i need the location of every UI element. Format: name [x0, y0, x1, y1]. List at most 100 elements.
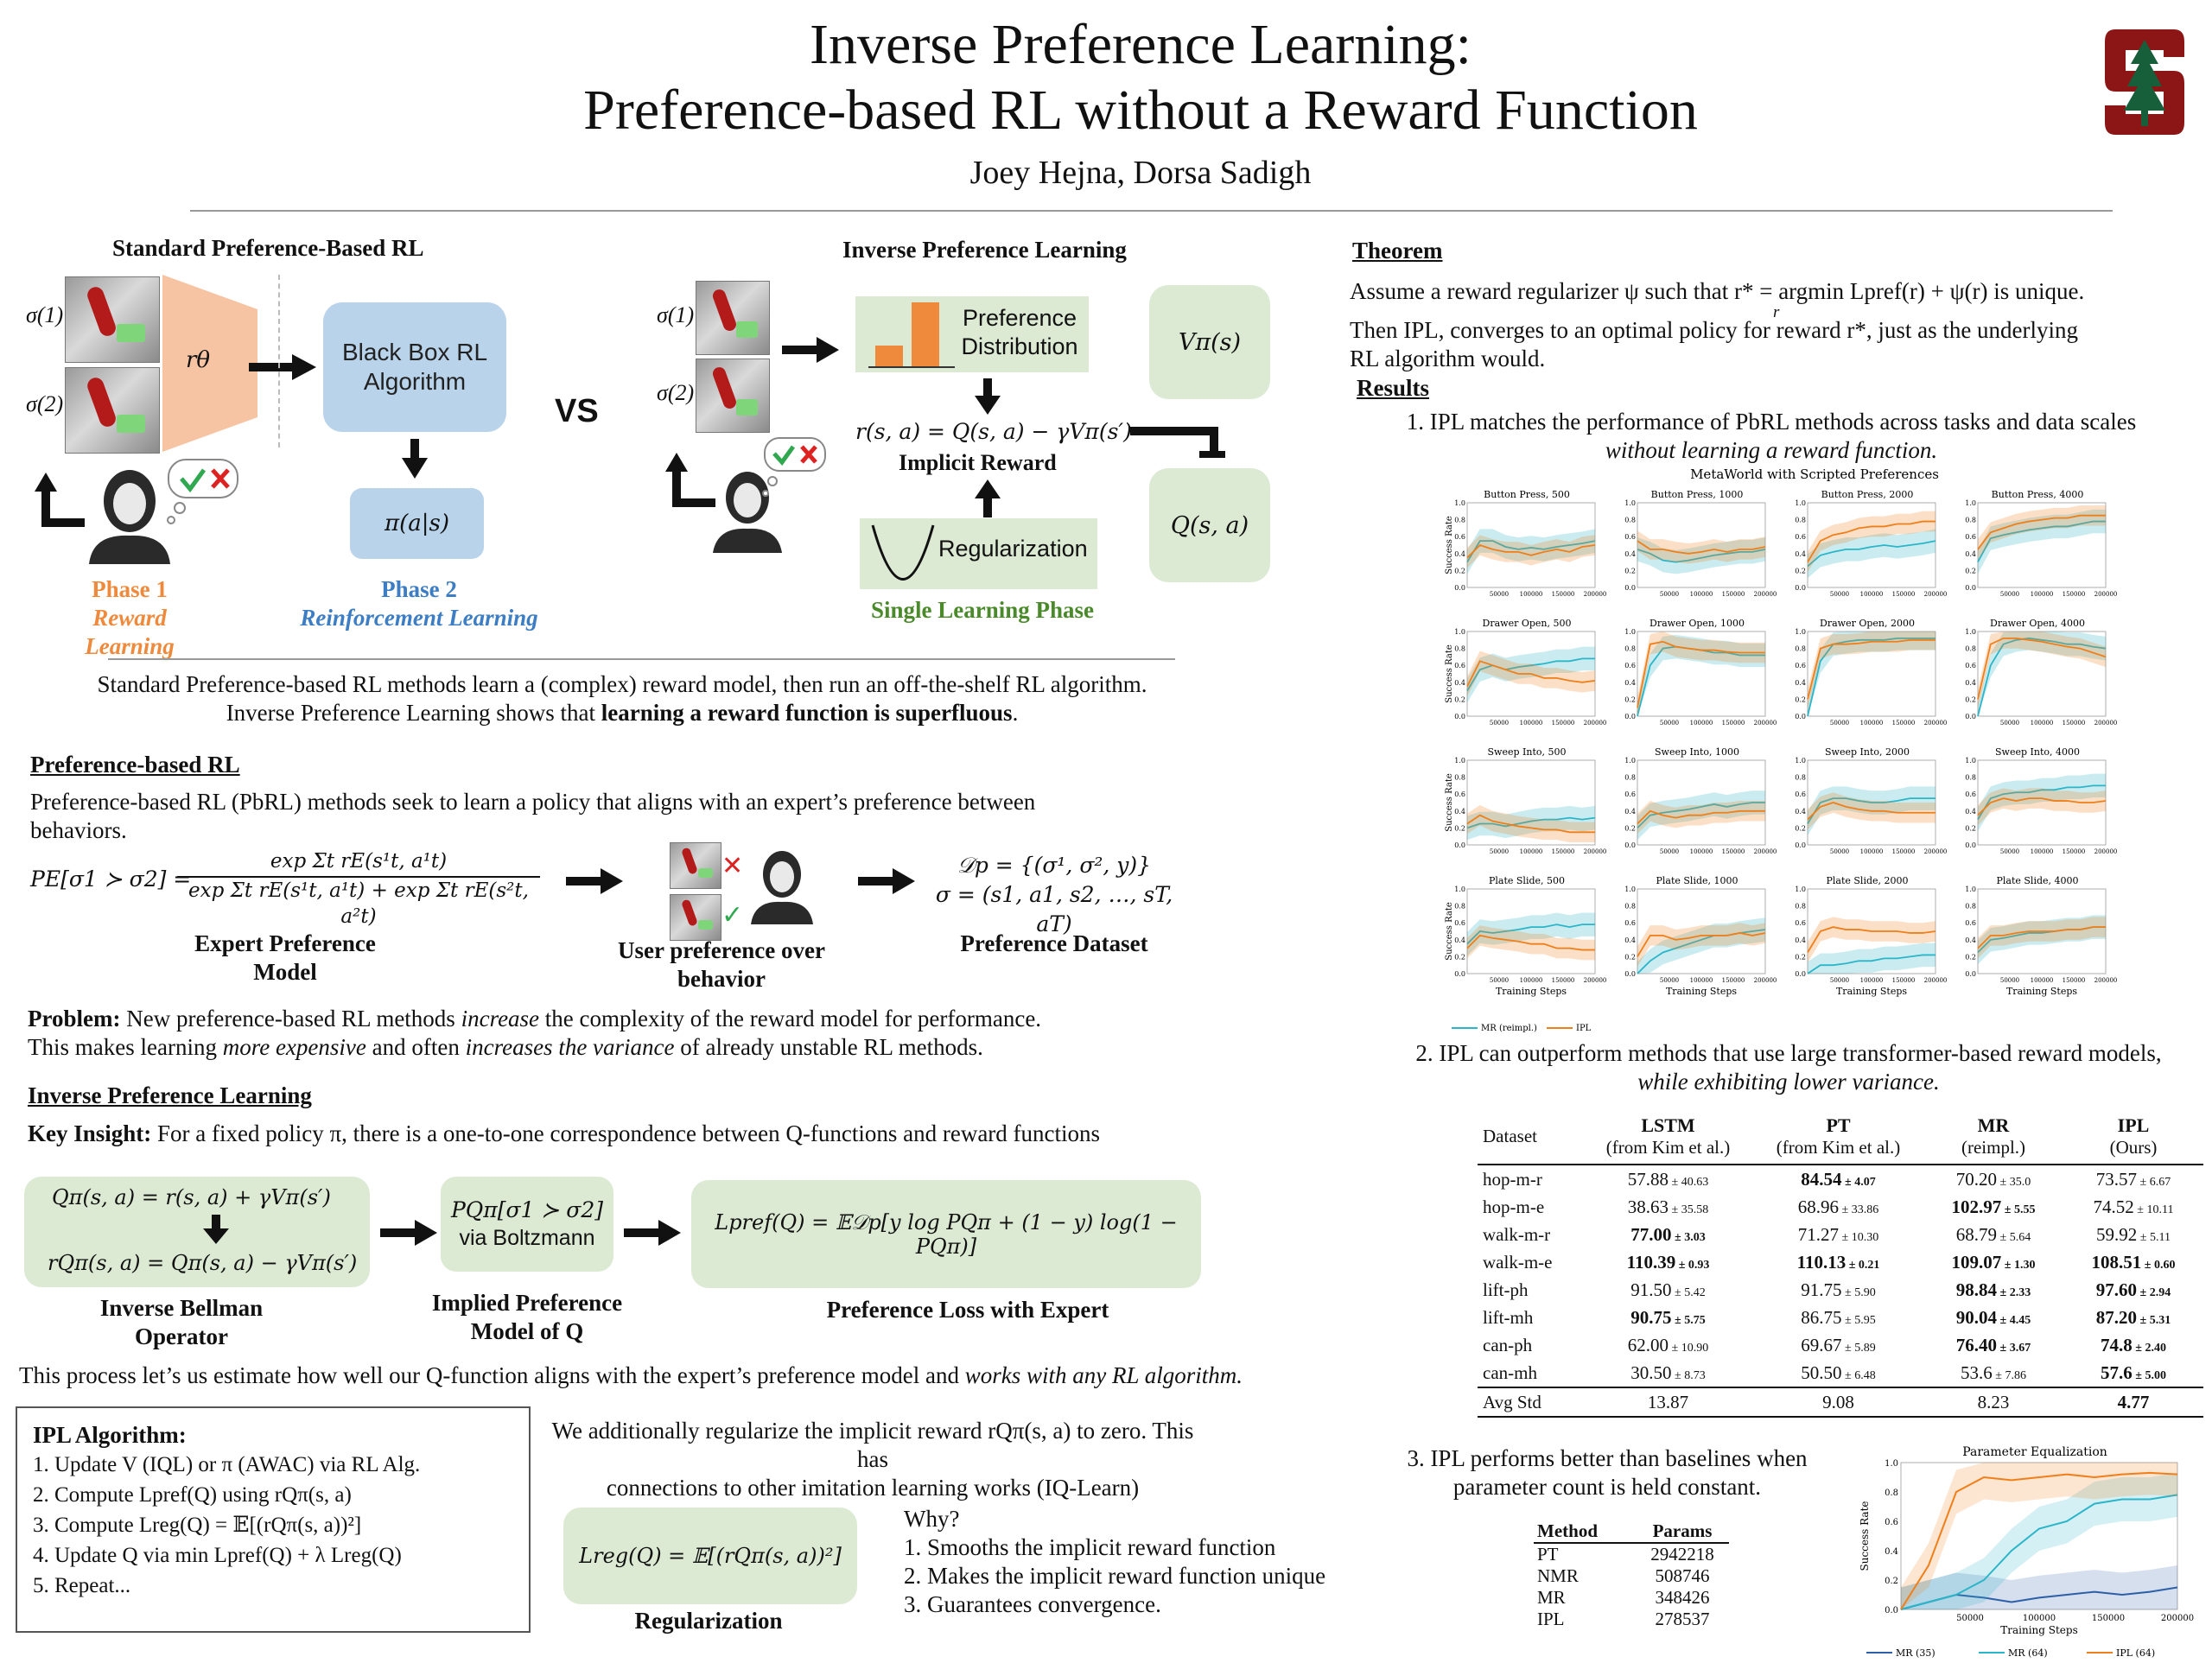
- y-tick-label: 0.0: [1454, 841, 1465, 849]
- result-3-line-b: parameter count is held constant.: [1452, 1474, 1762, 1500]
- poster-title: Inverse Preference Learning: Preference-…: [346, 12, 1936, 143]
- cell-mean: 53.6: [1961, 1362, 1993, 1383]
- problem-text: Problem: New preference-based RL methods…: [28, 1005, 1220, 1062]
- x-axis-label: Training Steps: [2000, 1624, 2078, 1636]
- x-tick-label: 50000: [2000, 977, 2019, 984]
- loop-arrow-icon-right: [664, 451, 724, 516]
- robot-trajectory-2: [65, 367, 160, 454]
- check-icon: ✓: [721, 900, 744, 930]
- x-tick-label: 150000: [1722, 848, 1745, 855]
- table-cell: 68.96 ± 33.86: [1753, 1193, 1923, 1221]
- series-line: [1900, 1494, 2178, 1610]
- x-tick-label: 50000: [1830, 848, 1849, 855]
- th-dataset: Dataset: [1483, 1125, 1537, 1146]
- table-row: lift-ph 91.50 ± 5.42 91.75 ± 5.90 98.84 ± 2…: [1478, 1276, 2203, 1304]
- mr-series-line: [1977, 520, 2106, 563]
- algorithm-step-4: 4. Update Q via min Lpref(Q) + λ Lreg(Q): [33, 1544, 402, 1567]
- mr-variance-band: [1978, 632, 2106, 716]
- y-tick-label: 0.4: [1965, 936, 1976, 944]
- cell-mean: 110.39: [1626, 1251, 1676, 1273]
- results-table-body: hop-m-r 57.88 ± 40.63 84.54 ± 4.07 70.20 ± …: [1478, 1165, 2203, 1417]
- inverse-bellman-box: [24, 1177, 370, 1287]
- legend-label: MR (64): [2008, 1647, 2048, 1659]
- sigma2-label: σ(2): [26, 391, 64, 416]
- y-tick-label: 1.0: [1965, 757, 1976, 765]
- legend-mr-label: MR (reimpl.): [1481, 1024, 1537, 1033]
- single-learning-phase-label: Single Learning Phase: [871, 597, 1095, 623]
- x-tick-label: 200000: [1754, 977, 1777, 984]
- ipl-variance-band: [1808, 632, 1936, 710]
- cell-std: ± 0.93: [1675, 1258, 1710, 1272]
- mr-series-line: [1807, 637, 1936, 717]
- y-tick-label: 0.6: [1624, 662, 1636, 670]
- cell-std: ± 7.86: [1992, 1368, 2026, 1382]
- subplot-title: Sweep Into, 1000: [1655, 746, 1739, 758]
- arrow-down-icon: [402, 439, 428, 485]
- table-header-mr: MR (reimpl.): [1923, 1108, 2063, 1165]
- table-cell: 57.6 ± 5.00: [2063, 1359, 2203, 1387]
- cell-mean: 98.84: [1955, 1279, 1998, 1300]
- intro-line-2a: Inverse Preference Learning shows that: [226, 700, 601, 726]
- implied-pref-line-1: PQπ[σ1 ≻ σ2]: [450, 1197, 604, 1222]
- dataset-line-1: 𝒟p = {(σ¹, σ², y)}: [957, 853, 1152, 878]
- subplot-title: Drawer Open, 1000: [1649, 618, 1745, 629]
- phase-divider: [278, 275, 280, 447]
- table-cell: 76.40 ± 3.67: [1923, 1331, 2063, 1359]
- y-tick-label: 0.4: [1454, 808, 1465, 816]
- cell-std: ± 5.11: [2137, 1230, 2171, 1244]
- params-table-body: PT 2942218 NMR 508746 MR 348426 IPL 278537: [1534, 1543, 1729, 1630]
- y-tick-label: 0.0: [1624, 841, 1636, 849]
- sigma2-label-right: σ(2): [657, 380, 695, 405]
- subplot-frame: [1466, 888, 1596, 974]
- key-insight: Key Insight: For a fixed policy π, there…: [28, 1120, 1237, 1148]
- x-tick-label: 150000: [1892, 977, 1916, 984]
- subplot-frame: [1637, 759, 1766, 846]
- x-tick-label: 150000: [1552, 848, 1575, 855]
- mr-variance-band: [1808, 943, 1936, 974]
- table-cell: 110.39 ± 0.93: [1583, 1248, 1753, 1276]
- y-tick-label: 0.8: [1454, 903, 1465, 911]
- mr-variance-band: [1978, 773, 2106, 832]
- th-mr-sub: (reimpl.): [1961, 1136, 2026, 1158]
- y-tick-label: 0.2: [1624, 567, 1636, 574]
- phase1-title: Phase 1: [92, 576, 168, 602]
- x-tick-label: 200000: [1754, 591, 1777, 598]
- x-tick-label: 50000: [2000, 848, 2019, 855]
- params-method: MR: [1537, 1587, 1566, 1608]
- cell-std: ± 6.48: [1841, 1368, 1876, 1382]
- ipl-series-line: [1466, 543, 1596, 559]
- arrow-down-icon-3: [203, 1215, 229, 1250]
- cell-std: ± 5.55: [2001, 1203, 2036, 1216]
- y-tick-label: 1.0: [1965, 499, 1976, 507]
- y-tick-label: 1.0: [1454, 757, 1465, 765]
- implied-preference-box: PQπ[σ1 ≻ σ2] via Boltzmann: [441, 1177, 613, 1272]
- x-tick-label: 150000: [1722, 591, 1745, 598]
- why-reason-1: 1. Smooths the implicit reward function: [904, 1534, 1276, 1560]
- y-tick-label: 0.4: [1795, 679, 1806, 687]
- x-tick-label: 100000: [1690, 591, 1713, 598]
- cell-mean: 97.60: [2095, 1279, 2138, 1300]
- arrow-right-icon-3: [566, 868, 626, 898]
- person-icon: [82, 465, 177, 568]
- x-tick-label: 200000: [1584, 977, 1607, 984]
- cell-mean: 69.67: [1801, 1334, 1842, 1355]
- cell-mean: 102.97: [1951, 1196, 2002, 1217]
- params-table-grid: Method Params PT 2942218 NMR 508746 MR 348426…: [1534, 1520, 1729, 1630]
- header-divider: [190, 210, 2113, 212]
- problem2-e: of already unstable RL methods.: [674, 1034, 983, 1060]
- cell-mean: 73.57: [2095, 1168, 2138, 1190]
- cell-mean: 90.75: [1630, 1306, 1672, 1328]
- ipl-diagram-title: Inverse Preference Learning: [842, 237, 1127, 263]
- v-function-box: Vπ(s): [1149, 285, 1270, 399]
- person-icon-user: [747, 847, 817, 929]
- authors: Joey Hejna, Dorsa Sadigh: [969, 155, 1312, 191]
- why-reason-2: 2. Makes the implicit reward function un…: [904, 1563, 1326, 1589]
- cell-mean: 87.20: [2095, 1306, 2138, 1328]
- y-tick-label: 0.4: [1454, 550, 1465, 558]
- params-row: IPL 278537: [1534, 1609, 1729, 1630]
- x-tick-label: 150000: [1892, 591, 1916, 598]
- regularization-formula: Lreg(Q) = 𝔼[(rQπ(s, a))²]: [579, 1544, 842, 1568]
- y-tick-label: 0.2: [1795, 824, 1806, 832]
- cell-mean: 57.88: [1627, 1168, 1669, 1190]
- x-axis-label: Training Steps: [1836, 986, 1907, 997]
